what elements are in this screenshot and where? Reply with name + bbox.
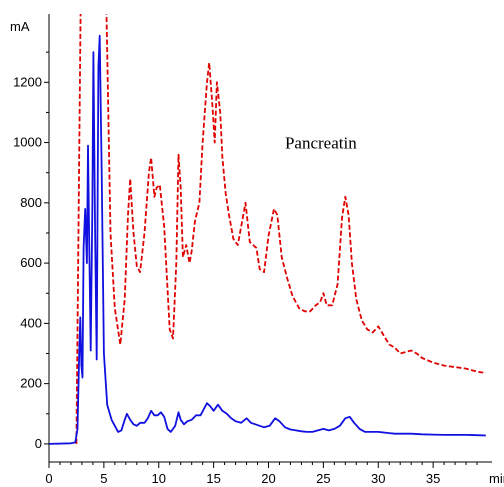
x-axis-unit-label: min bbox=[489, 471, 504, 486]
axes bbox=[44, 14, 492, 468]
x-tick-label: 30 bbox=[371, 471, 385, 486]
x-tick-label: 5 bbox=[100, 471, 107, 486]
y-tick-label: 0 bbox=[35, 436, 42, 451]
x-tick-label: 10 bbox=[152, 471, 166, 486]
annotation-label: Pancreatin bbox=[285, 134, 357, 153]
x-tick-label: 0 bbox=[45, 471, 52, 486]
y-tick-label: 600 bbox=[20, 255, 42, 270]
x-tick-label: 25 bbox=[316, 471, 330, 486]
y-tick-label: 800 bbox=[20, 195, 42, 210]
x-tick-label: 35 bbox=[426, 471, 440, 486]
y-tick-label: 1000 bbox=[13, 135, 42, 150]
y-tick-label: 1200 bbox=[13, 74, 42, 89]
labels-layer: 0 200 400 600 800 1000 1200 0 5 10 15 20 25 30 35 mA min… bbox=[10, 19, 504, 486]
x-tick-label: 20 bbox=[261, 471, 275, 486]
series-layer bbox=[49, 14, 486, 445]
y-tick-label: 200 bbox=[20, 376, 42, 391]
x-tick-label: 15 bbox=[206, 471, 220, 486]
series-line-dashed bbox=[75, 14, 486, 444]
series-line-solid bbox=[49, 34, 486, 445]
y-tick-label: 400 bbox=[20, 315, 42, 330]
y-axis-unit-label: mA bbox=[10, 19, 30, 34]
